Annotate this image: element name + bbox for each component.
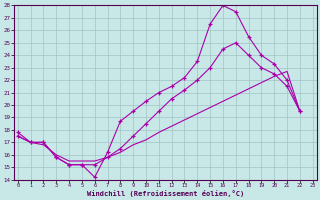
- X-axis label: Windchill (Refroidissement éolien,°C): Windchill (Refroidissement éolien,°C): [87, 190, 244, 197]
